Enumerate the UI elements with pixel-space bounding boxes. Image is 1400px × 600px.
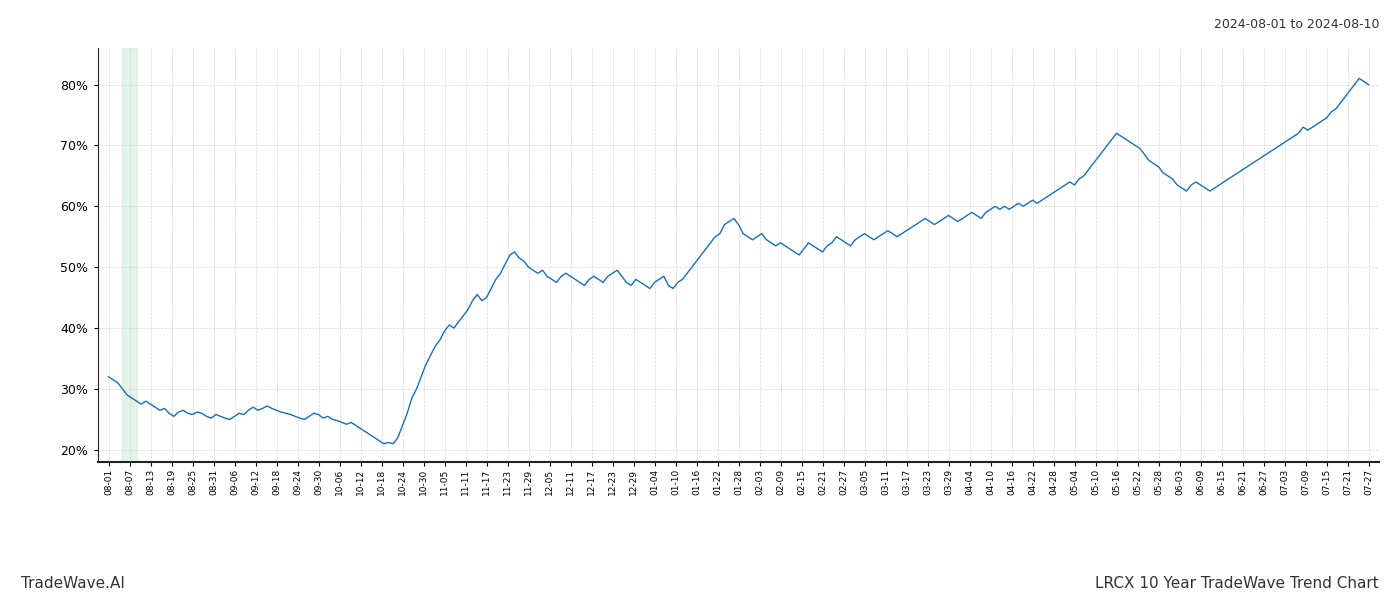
- Bar: [122, 48, 137, 462]
- Text: TradeWave.AI: TradeWave.AI: [21, 576, 125, 591]
- Text: 2024-08-01 to 2024-08-10: 2024-08-01 to 2024-08-10: [1214, 18, 1379, 31]
- Text: LRCX 10 Year TradeWave Trend Chart: LRCX 10 Year TradeWave Trend Chart: [1095, 576, 1379, 591]
